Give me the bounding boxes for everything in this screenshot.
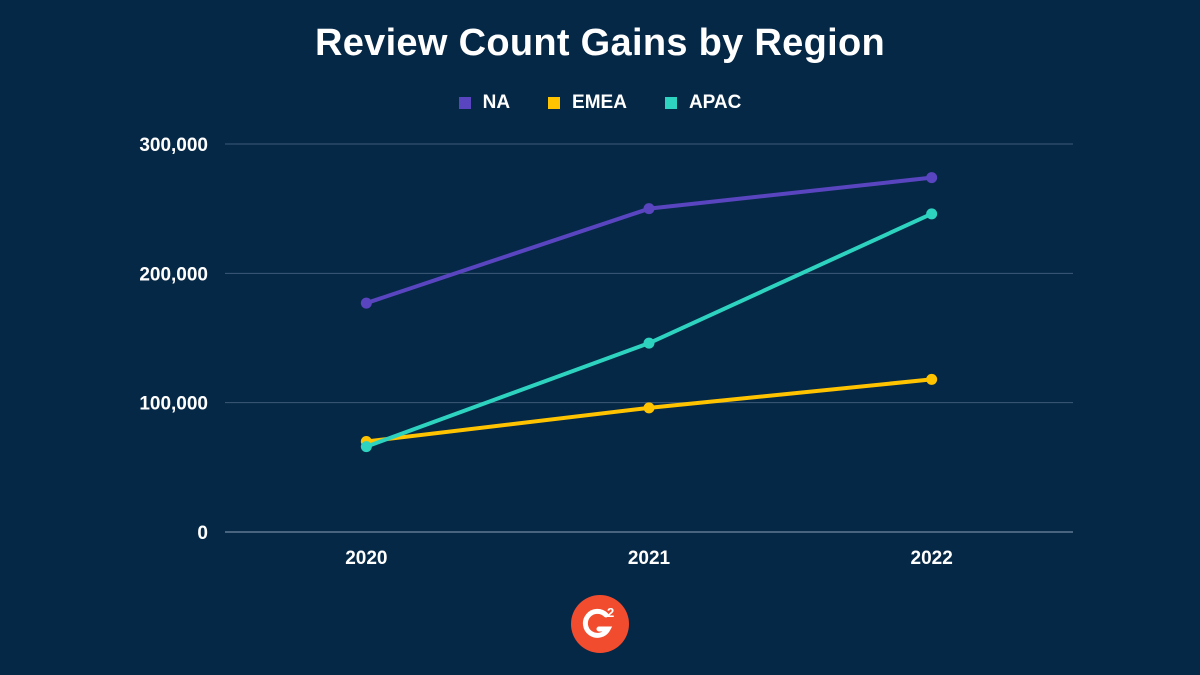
y-tick-label-300000: 300,000 xyxy=(139,135,208,156)
data-point-na-2021 xyxy=(643,203,655,215)
legend: NA EMEA APAC xyxy=(0,92,1200,114)
y-tick-label-100000: 100,000 xyxy=(139,394,208,415)
data-point-apac-2020 xyxy=(360,441,372,453)
legend-label-apac: APAC xyxy=(688,92,742,113)
legend-swatch-apac xyxy=(664,97,677,109)
chart-title: Review Count Gains by Region xyxy=(314,22,886,64)
y-tick-label-0: 0 xyxy=(197,523,208,544)
x-tick-label-2022: 2022 xyxy=(911,548,953,569)
data-point-emea-2021 xyxy=(643,402,655,414)
legend-item-na: NA xyxy=(458,92,511,114)
data-point-na-2020 xyxy=(360,297,372,309)
g2-logo: 2 xyxy=(571,595,629,653)
data-point-apac-2022 xyxy=(926,208,938,220)
legend-swatch-na xyxy=(458,97,471,109)
legend-label-emea: EMEA xyxy=(572,92,627,113)
x-tick-label-2020: 2020 xyxy=(345,548,387,569)
data-point-emea-2022 xyxy=(926,373,938,385)
g2-logo-superscript: 2 xyxy=(607,605,614,620)
y-tick-label-200000: 200,000 xyxy=(139,264,208,285)
g2-logo-icon: 2 xyxy=(582,605,614,638)
x-tick-label-2021: 2021 xyxy=(628,548,671,569)
legend-swatch-emea xyxy=(548,97,561,109)
legend-item-apac: APAC xyxy=(664,92,742,114)
data-point-apac-2021 xyxy=(643,337,655,349)
data-point-na-2022 xyxy=(926,172,938,184)
legend-item-emea: EMEA xyxy=(548,92,627,114)
legend-label-na: NA xyxy=(482,92,511,113)
series-line-na xyxy=(364,175,934,306)
